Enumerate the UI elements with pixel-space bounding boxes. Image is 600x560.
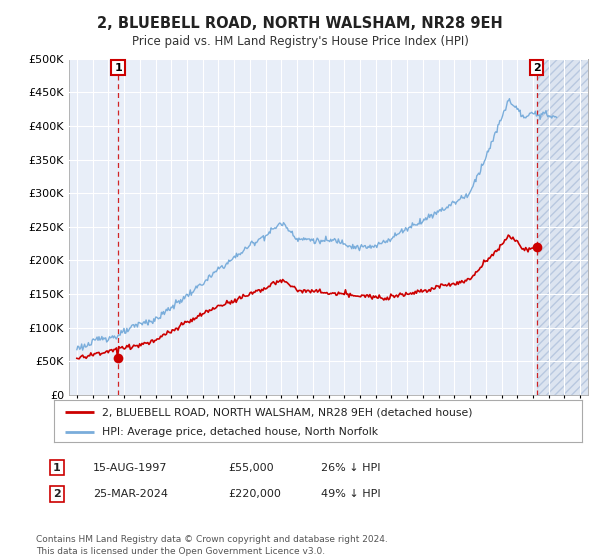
Text: 2: 2 [533,63,541,73]
Bar [536,59,588,395]
Text: 2, BLUEBELL ROAD, NORTH WALSHAM, NR28 9EH: 2, BLUEBELL ROAD, NORTH WALSHAM, NR28 9E… [97,16,503,31]
Text: Price paid vs. HM Land Registry's House Price Index (HPI): Price paid vs. HM Land Registry's House … [131,35,469,48]
Text: 1: 1 [53,463,61,473]
Text: 26% ↓ HPI: 26% ↓ HPI [321,463,380,473]
Text: Contains HM Land Registry data © Crown copyright and database right 2024.
This d: Contains HM Land Registry data © Crown c… [36,535,388,556]
Text: £55,000: £55,000 [228,463,274,473]
Text: 1: 1 [114,63,122,73]
Text: 15-AUG-1997: 15-AUG-1997 [93,463,167,473]
Text: HPI: Average price, detached house, North Norfolk: HPI: Average price, detached house, Nort… [101,427,377,437]
Text: 2, BLUEBELL ROAD, NORTH WALSHAM, NR28 9EH (detached house): 2, BLUEBELL ROAD, NORTH WALSHAM, NR28 9E… [101,407,472,417]
Text: 25-MAR-2024: 25-MAR-2024 [93,489,168,499]
Text: 2: 2 [53,489,61,499]
Text: £220,000: £220,000 [228,489,281,499]
Text: 49% ↓ HPI: 49% ↓ HPI [321,489,380,499]
